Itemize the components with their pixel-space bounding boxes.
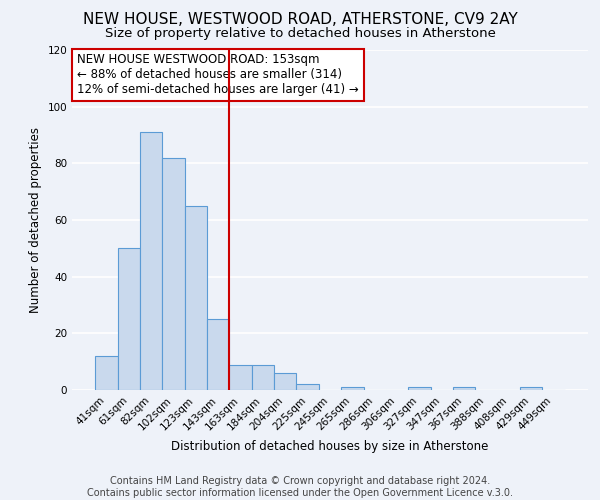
Bar — [229, 364, 252, 390]
Bar — [296, 384, 319, 390]
Bar — [341, 387, 364, 390]
Text: Contains HM Land Registry data © Crown copyright and database right 2024.
Contai: Contains HM Land Registry data © Crown c… — [87, 476, 513, 498]
Bar — [408, 387, 431, 390]
Text: Size of property relative to detached houses in Atherstone: Size of property relative to detached ho… — [104, 28, 496, 40]
Bar — [207, 319, 229, 390]
Bar — [163, 158, 185, 390]
Bar — [95, 356, 118, 390]
Bar — [118, 248, 140, 390]
Bar — [520, 387, 542, 390]
X-axis label: Distribution of detached houses by size in Atherstone: Distribution of detached houses by size … — [172, 440, 488, 453]
Bar — [453, 387, 475, 390]
Bar — [185, 206, 207, 390]
Bar — [274, 373, 296, 390]
Bar — [252, 364, 274, 390]
Y-axis label: Number of detached properties: Number of detached properties — [29, 127, 42, 313]
Text: NEW HOUSE, WESTWOOD ROAD, ATHERSTONE, CV9 2AY: NEW HOUSE, WESTWOOD ROAD, ATHERSTONE, CV… — [83, 12, 517, 28]
Text: NEW HOUSE WESTWOOD ROAD: 153sqm
← 88% of detached houses are smaller (314)
12% o: NEW HOUSE WESTWOOD ROAD: 153sqm ← 88% of… — [77, 54, 359, 96]
Bar — [140, 132, 163, 390]
